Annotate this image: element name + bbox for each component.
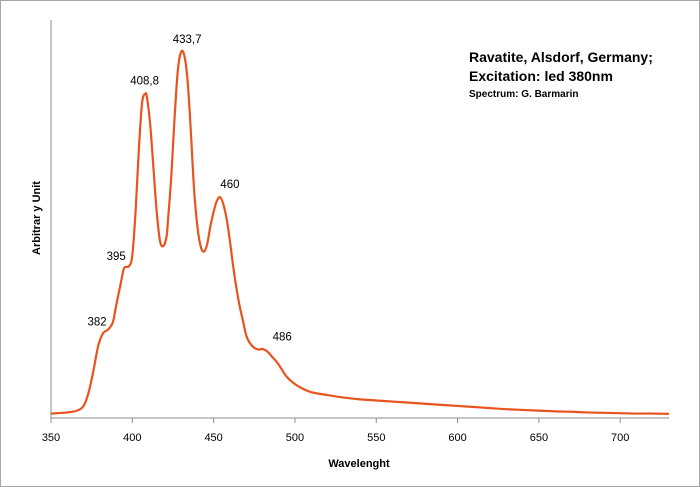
spectrum-line-0: [50, 49, 670, 416]
peak-label-460: 460: [220, 179, 239, 191]
x-axis-title: Wavelenght: [328, 458, 390, 470]
x-tick-label-700: 700: [611, 432, 629, 444]
x-tick-label-450: 450: [204, 432, 222, 444]
x-tick-label-550: 550: [367, 432, 385, 444]
x-tick-label-400: 400: [123, 432, 141, 444]
peak-label-433-7: 433,7: [173, 34, 202, 46]
peak-label-382: 382: [87, 316, 106, 328]
x-tick-label-350: 350: [42, 432, 60, 444]
peak-label-408-8: 408,8: [130, 76, 159, 88]
x-tick-label-500: 500: [286, 432, 304, 444]
series: [50, 49, 670, 416]
peak-label-486: 486: [273, 332, 292, 344]
x-tick-label-600: 600: [448, 432, 466, 444]
y-axis-title: Arbitrar y Unit: [31, 181, 43, 255]
axes: [50, 20, 669, 419]
chart-title-line-2: Excitation: led 380nm: [469, 68, 613, 84]
peak-label-395: 395: [107, 251, 126, 263]
x-tick-label-650: 650: [530, 432, 548, 444]
peak-annotations: 382 395 408,8 433,7 460 486: [87, 34, 291, 344]
chart-title-line-1: Ravatite, Alsdorf, Germany;: [469, 49, 653, 65]
chart-subtitle: Spectrum: G. Barmarin: [469, 89, 578, 100]
x-axis-ticks: 350 400 450 500 550 600 650 700: [42, 418, 629, 444]
